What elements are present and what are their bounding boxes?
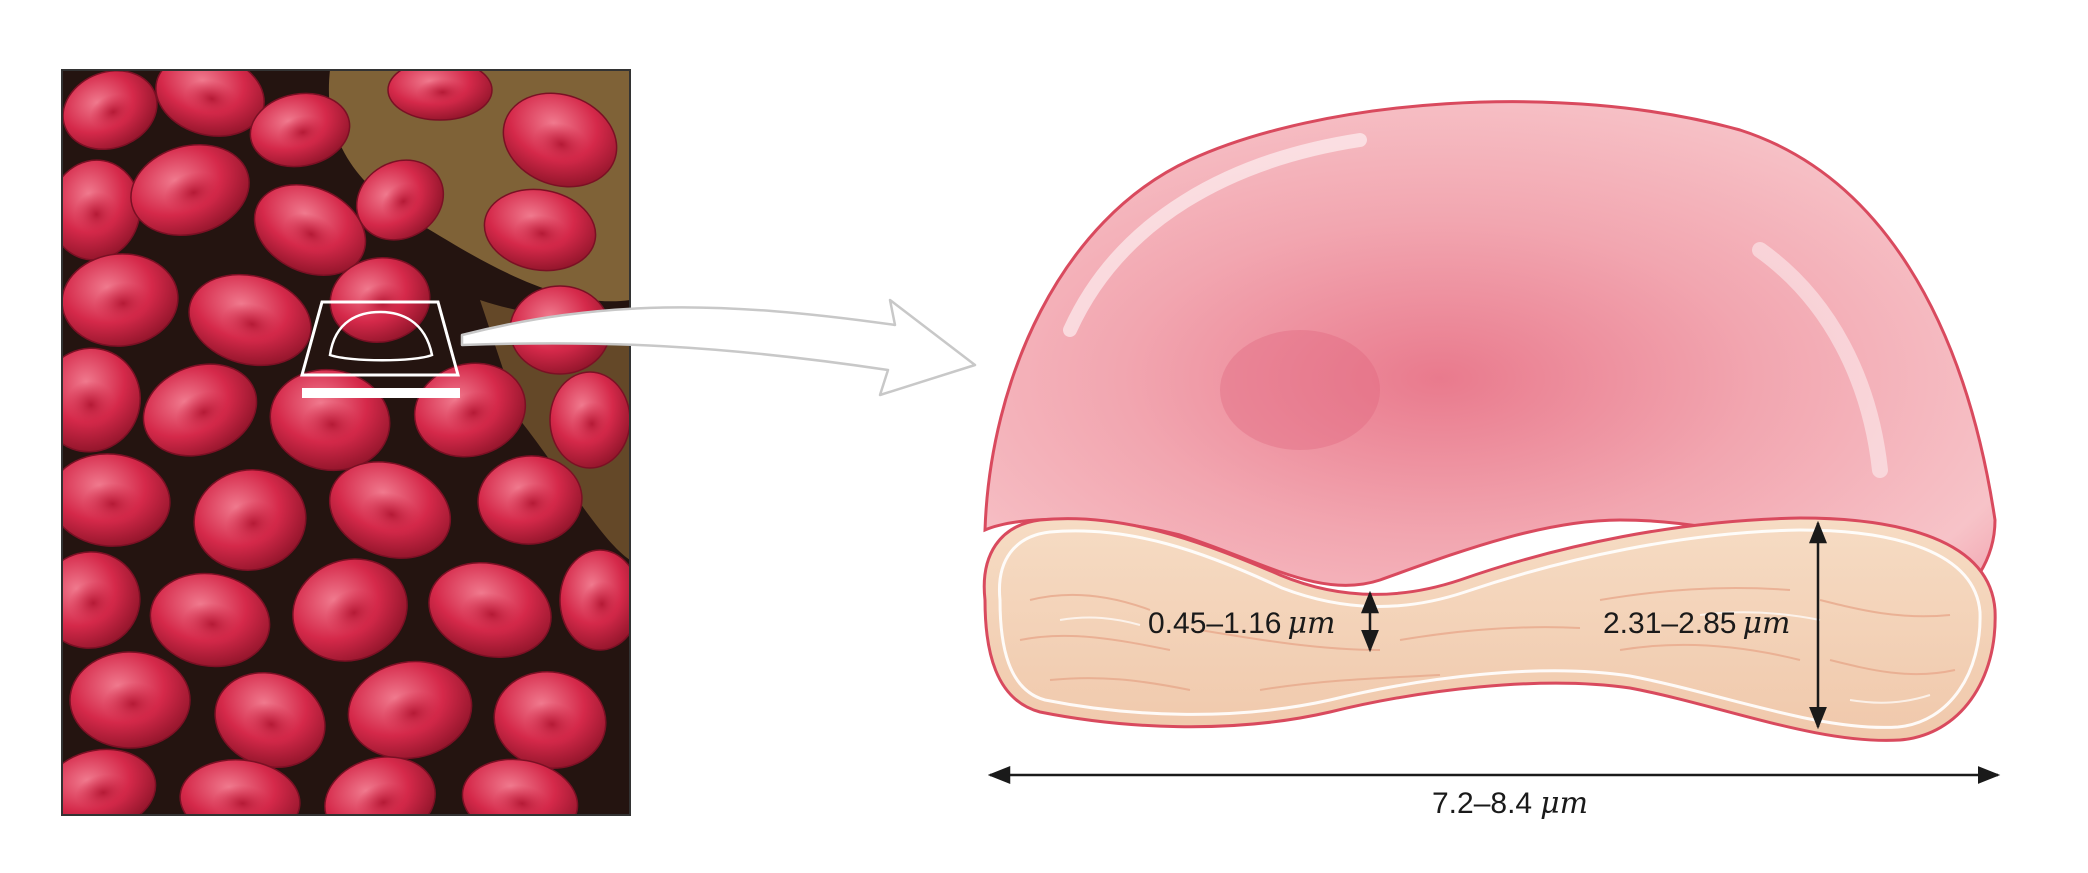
red-blood-cell bbox=[130, 144, 250, 236]
red-blood-cell bbox=[502, 92, 618, 188]
red-blood-cell bbox=[483, 188, 597, 272]
red-blood-cell bbox=[149, 572, 271, 668]
red-blood-cell bbox=[428, 562, 552, 658]
red-blood-cell bbox=[193, 469, 307, 571]
dimension-arrows bbox=[987, 520, 2001, 784]
red-blood-cell bbox=[549, 371, 630, 469]
red-blood-cell bbox=[62, 748, 157, 815]
micrograph-panel bbox=[61, 69, 631, 816]
center-thickness-label: 0.45–1.16 μm bbox=[1148, 606, 1335, 641]
red-blood-cell bbox=[559, 549, 630, 651]
red-blood-cell bbox=[347, 660, 473, 760]
red-blood-cell bbox=[62, 551, 141, 649]
red-blood-cell bbox=[461, 758, 579, 815]
red-blood-cell bbox=[328, 461, 452, 559]
red-blood-cell bbox=[62, 159, 141, 261]
red-blood-cell bbox=[62, 453, 171, 547]
red-blood-cell bbox=[69, 651, 191, 749]
red-blood-cell bbox=[142, 363, 258, 457]
rim-thickness-label: 2.31–2.85 μm bbox=[1603, 606, 1790, 641]
red-blood-cell bbox=[62, 347, 141, 453]
diameter-label: 7.2–8.4 μm bbox=[1432, 786, 1588, 821]
red-blood-cell bbox=[214, 671, 326, 769]
red-blood-cell bbox=[355, 159, 445, 241]
red-blood-cell bbox=[253, 183, 367, 277]
red-blood-cell bbox=[249, 92, 351, 168]
red-blood-cell bbox=[155, 70, 265, 137]
red-blood-cell bbox=[292, 558, 408, 662]
red-blood-cell bbox=[387, 70, 493, 121]
arrow-right-icon bbox=[460, 298, 977, 397]
rbc-cross-section bbox=[982, 100, 1997, 742]
red-blood-cell bbox=[493, 670, 607, 770]
red-blood-cell bbox=[413, 362, 527, 458]
red-blood-cell bbox=[62, 70, 158, 151]
red-blood-cell bbox=[324, 756, 436, 815]
inset-marker bbox=[300, 300, 460, 398]
red-blood-cell bbox=[188, 273, 312, 367]
red-blood-cell bbox=[179, 759, 301, 815]
red-blood-cell bbox=[477, 455, 583, 545]
